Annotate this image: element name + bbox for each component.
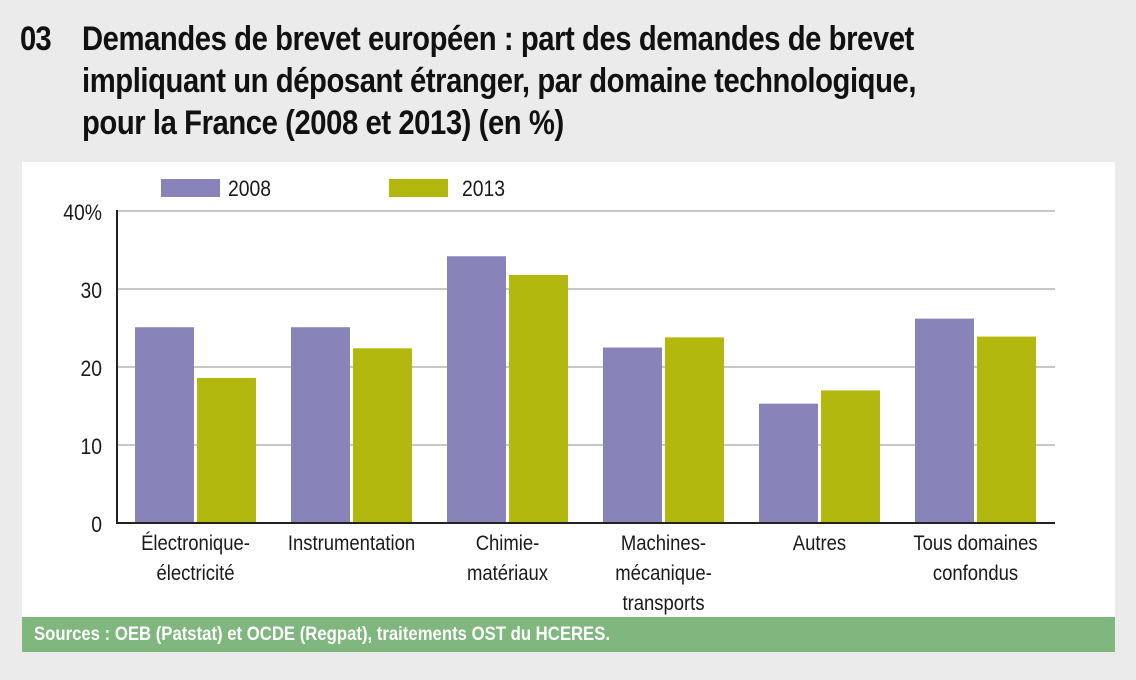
bar-2013-3	[665, 337, 724, 523]
gridlines	[117, 210, 1055, 446]
legend-swatch-2008	[161, 179, 220, 197]
x-category-label: confondus	[933, 562, 1018, 585]
bar-2013-0	[197, 377, 256, 523]
x-axis-labels: Électronique-électricité Instrumentation C…	[141, 531, 1038, 615]
y-tick-label: 20	[80, 357, 102, 381]
bar-2008-0	[135, 327, 194, 523]
x-category-label: transports	[622, 592, 704, 615]
bar-2008-5	[915, 318, 974, 523]
y-tick-label: 40%	[63, 201, 102, 225]
bar-2013-5	[977, 336, 1036, 523]
chart-title: Demandes de brevet européen : part des d…	[82, 18, 916, 144]
x-category-label: mécanique-	[615, 562, 711, 585]
y-tick-label: 0	[91, 513, 102, 537]
chart-title-line: Demandes de brevet européen : part des d…	[82, 20, 914, 58]
y-axis-ticks: 0 10 20 30 40%	[63, 201, 102, 537]
bar-2013-4	[821, 390, 880, 523]
bar-2008-3	[603, 347, 662, 523]
source-footer: Sources : OEB (Patstat) et OCDE (Regpat)…	[22, 617, 1115, 652]
legend-label-2008: 2008	[228, 177, 271, 201]
x-category-label: Chimie-	[476, 532, 540, 555]
x-category-label: Autres	[793, 532, 846, 555]
chart-header: 03 Demandes de brevet européen : part de…	[20, 18, 1052, 144]
figure-number: 03	[20, 20, 52, 58]
y-tick-label: 10	[80, 435, 102, 459]
bar-2013-1	[353, 348, 412, 523]
legend-label-2013: 2013	[462, 177, 505, 201]
bar-2008-2	[447, 256, 506, 523]
legend-swatch-2013	[389, 179, 448, 197]
legend: 2008 2013	[161, 177, 505, 201]
x-category-label: Machines-	[621, 532, 706, 555]
bar-2008-4	[759, 403, 818, 523]
x-category-label: électricité	[157, 562, 235, 585]
x-category-label: Tous domaines	[913, 532, 1037, 555]
x-category-label: Instrumentation	[288, 532, 415, 555]
y-tick-label: 30	[80, 279, 102, 303]
bar-2013-2	[509, 274, 568, 523]
chart-title-line: impliquant un déposant étranger, par dom…	[82, 62, 917, 100]
bars	[135, 256, 1036, 523]
x-category-label: matériaux	[467, 562, 548, 585]
axes	[116, 210, 1055, 524]
x-category-label: Électronique-	[141, 531, 250, 555]
bar-2008-1	[291, 327, 350, 523]
source-text: Sources : OEB (Patstat) et OCDE (Regpat)…	[34, 624, 611, 645]
chart-title-line: pour la France (2008 et 2013) (en %)	[82, 104, 564, 142]
